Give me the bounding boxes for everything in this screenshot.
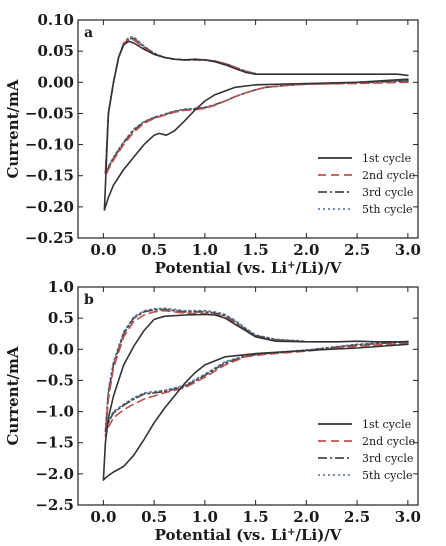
panel-b: 1.0 0.5 0.0 −0.5 −1.0 −1.5 −2.0 −2.5 0.0 0.5 1.0 1.… (4, 278, 421, 544)
panel-label: b (84, 292, 94, 308)
x-tick-label: 0.0 (90, 241, 116, 259)
x-tick-label: 1.0 (192, 241, 218, 259)
y-tick-label: −0.05 (25, 104, 74, 122)
y-tick-label: 0.00 (37, 73, 74, 91)
x-tick-label: 1.5 (243, 241, 269, 259)
y-tick-label: −2.0 (35, 465, 74, 483)
series-line-3rd-cycle (104, 308, 409, 433)
y-tick-label: −0.10 (25, 136, 74, 154)
y-axis-label: Current/mA (4, 346, 22, 445)
y-tick-label: 1.0 (48, 278, 74, 296)
panel-a: 0.10 0.05 0.00 −0.05 −0.10 −0.15 −0.20 −0.25 0.0… (4, 11, 421, 277)
series-line-1st-cycle (103, 40, 409, 211)
series-line-2nd-cycle (104, 309, 409, 438)
y-axis-label: Current/mA (4, 79, 22, 178)
y-tick-label: −0.15 (25, 167, 74, 185)
y-tick-label: −1.0 (35, 403, 74, 421)
x-tick-label: 1.5 (243, 508, 269, 526)
x-tick-label: 2.5 (344, 508, 370, 526)
legend-label: 5th cycle (362, 203, 413, 216)
legend-label: 5th cycle (362, 469, 413, 482)
y-tick-label: 0.5 (48, 309, 74, 327)
series-line-5th-cycle (104, 307, 409, 432)
x-tick-label: 2.5 (344, 241, 370, 259)
legend-label: 1st cycle (362, 152, 411, 165)
x-tick-label: 0.5 (141, 241, 167, 259)
y-tick-label: −2.5 (35, 496, 74, 514)
x-tick-label: 2.0 (293, 241, 319, 259)
x-axis-label: Potential (vs. Li+/Li)/V (155, 526, 342, 544)
legend-label: 2nd cycle (362, 169, 415, 182)
y-tick-label: 0.10 (37, 11, 74, 29)
y-tick-label: −1.5 (35, 434, 74, 452)
plot-frame (77, 286, 419, 506)
x-tick-label: 3.0 (395, 508, 421, 526)
x-tick-label: 0.5 (141, 508, 167, 526)
y-tick-label: −0.25 (25, 229, 74, 247)
x-axis-label: Potential (vs. Li+/Li)/V (155, 259, 342, 277)
x-tick-label: 2.0 (293, 508, 319, 526)
panel-label: a (84, 25, 93, 41)
legend-label: 2nd cycle (362, 435, 415, 448)
series-line-1st-cycle (102, 313, 409, 481)
y-tick-label: 0.0 (48, 340, 74, 358)
x-tick-label: 3.0 (395, 241, 421, 259)
y-tick-label: −0.5 (35, 371, 74, 389)
y-tick-label: −0.20 (25, 198, 74, 216)
legend-label: 3rd cycle (362, 452, 413, 465)
x-tick-label: 0.0 (90, 508, 116, 526)
y-tick-label: 0.05 (37, 42, 74, 60)
legend: 1st cycle 2nd cycle 3rd cycle 5th cycle (318, 418, 415, 482)
series-line-2nd-cycle (104, 38, 409, 177)
x-tick-label: 1.0 (192, 508, 218, 526)
legend-label: 3rd cycle (362, 186, 413, 199)
legend-label: 1st cycle (362, 418, 411, 431)
legend: 1st cycle 2nd cycle 3rd cycle 5th cycle (318, 152, 415, 216)
plot-frame (77, 19, 419, 239)
